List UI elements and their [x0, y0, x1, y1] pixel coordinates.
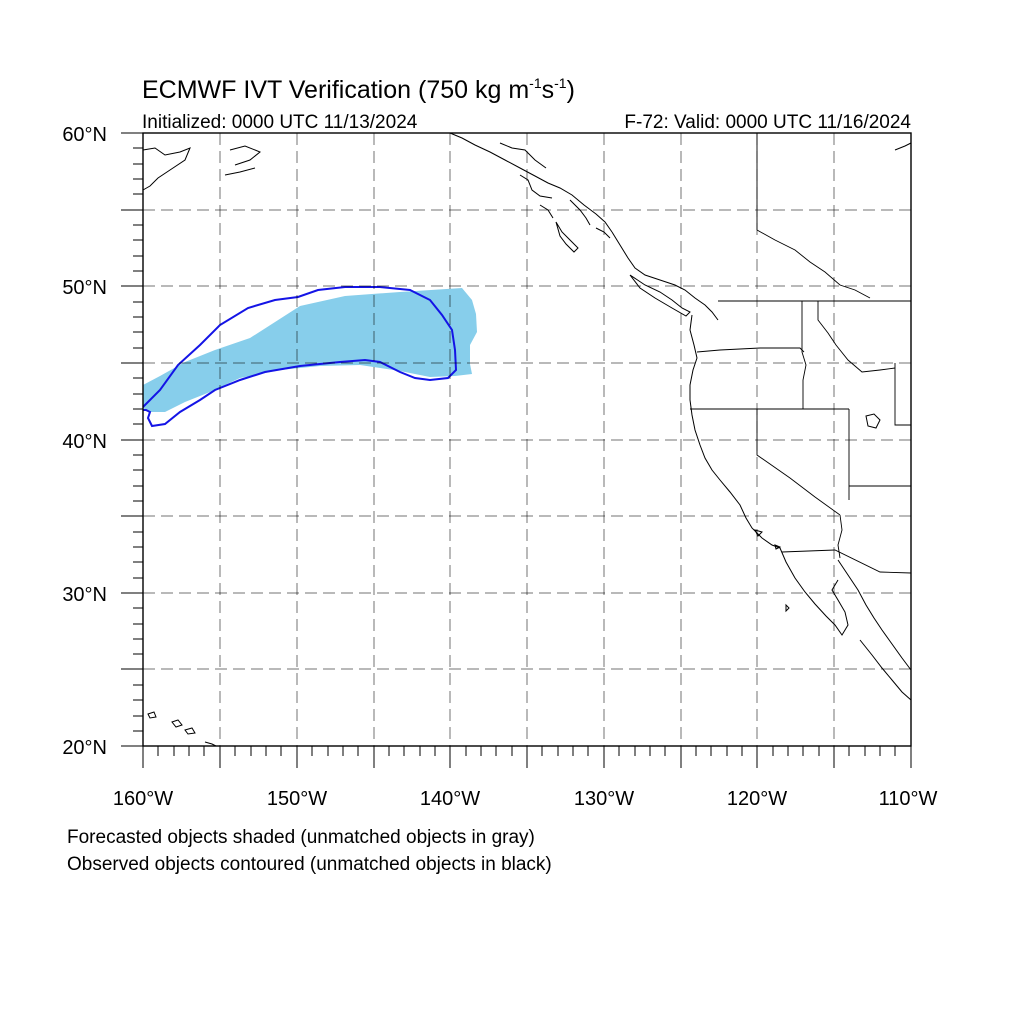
map-panel	[121, 132, 912, 768]
lat-label-50: 50°N	[62, 277, 107, 299]
legend-forecast-note: Forecasted objects shaded (unmatched obj…	[67, 827, 535, 848]
forecast-ivt-object	[143, 288, 477, 412]
lon-label-160w: 160°W	[113, 788, 173, 810]
lon-ticks	[142, 746, 912, 768]
initialized-time: Initialized: 0000 UTC 11/13/2024	[142, 112, 418, 133]
lat-label-40: 40°N	[62, 431, 107, 453]
observed-ivt-contour	[142, 286, 458, 428]
chart-title: ECMWF IVT Verification (750 kg m-1s-1)	[142, 75, 575, 104]
political-borders	[690, 133, 912, 574]
graticule	[143, 133, 911, 746]
lon-label-130w: 130°W	[574, 788, 634, 810]
lat-label-20: 20°N	[62, 737, 107, 759]
lon-label-120w: 120°W	[727, 788, 787, 810]
lat-label-60: 60°N	[62, 124, 107, 146]
valid-time: F-72: Valid: 0000 UTC 11/16/2024	[624, 112, 911, 133]
lat-labels: 60°N 50°N 40°N 30°N 20°N	[62, 124, 107, 759]
lat-ticks	[121, 132, 143, 747]
lon-label-110w: 110°W	[879, 788, 938, 810]
legend-observed-note: Observed objects contoured (unmatched ob…	[67, 854, 552, 875]
lon-labels: 160°W 150°W 140°W 130°W 120°W 110°W	[113, 788, 938, 810]
lat-label-30: 30°N	[62, 584, 107, 606]
lon-label-150w: 150°W	[267, 788, 327, 810]
lon-label-140w: 140°W	[420, 788, 480, 810]
